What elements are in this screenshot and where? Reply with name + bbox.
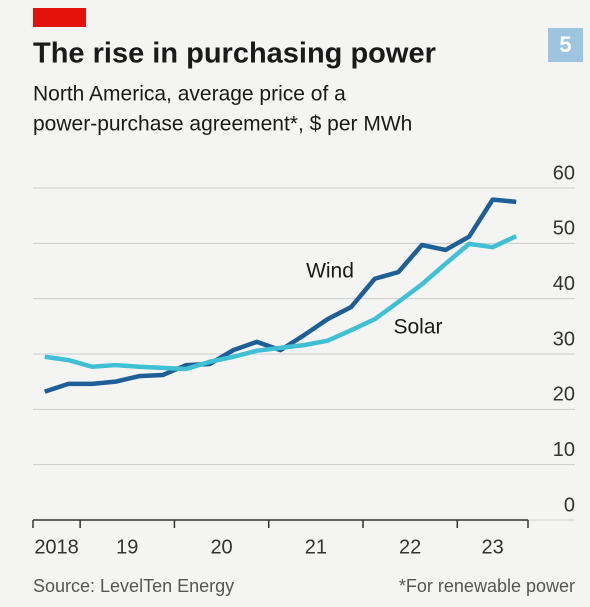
y-tick-label: 10 — [553, 439, 575, 461]
line-1 — [44, 234, 518, 372]
series-label: Wind — [306, 260, 354, 283]
footnote: *For renewable power — [399, 576, 575, 596]
x-tick-label: 22 — [399, 536, 421, 558]
x-tick-label: 20 — [210, 536, 232, 558]
subtitle: North America, average price of a — [33, 83, 346, 106]
subtitle: power-purchase agreement*, $ per MWh — [33, 113, 412, 136]
y-tick-label: 20 — [553, 384, 575, 406]
x-tick-label: 21 — [305, 536, 327, 558]
y-tick-label: 60 — [553, 162, 575, 184]
chart-number: 5 — [559, 32, 571, 57]
brand-bar — [33, 8, 86, 27]
y-tick-label: 30 — [553, 328, 575, 350]
x-tick-label: 23 — [482, 536, 504, 558]
series-label: Solar — [393, 316, 442, 339]
x-tick-label: 2018 — [34, 536, 79, 558]
y-tick-label: 50 — [553, 218, 575, 240]
y-tick-label: 0 — [564, 494, 575, 516]
x-tick-label: 19 — [116, 536, 138, 558]
y-tick-label: 40 — [553, 273, 575, 295]
chart-title: The rise in purchasing power — [33, 38, 436, 70]
chart-number-box — [548, 28, 583, 62]
source: Source: LevelTen Energy — [33, 576, 234, 596]
